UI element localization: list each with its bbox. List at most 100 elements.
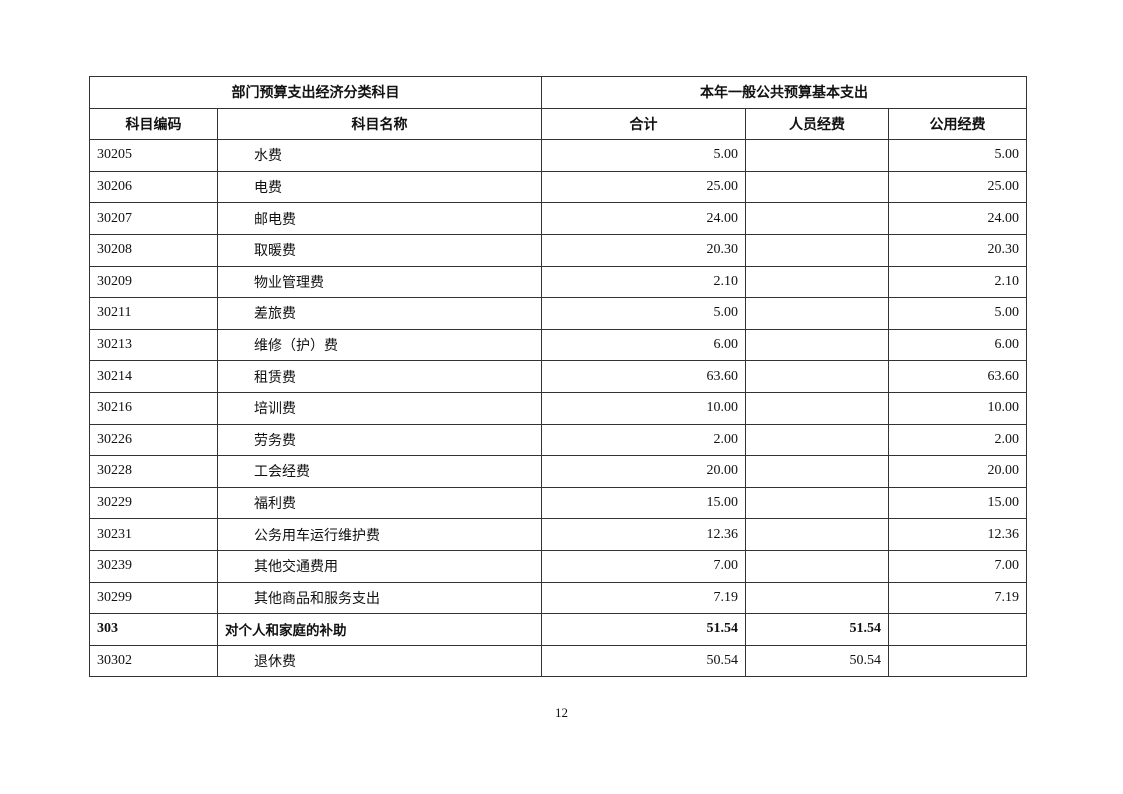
header-name: 科目名称 (217, 107, 542, 141)
header-personnel: 人员经费 (745, 107, 889, 141)
header-column-row: 科目编码 科目名称 合计 人员经费 公用经费 (89, 107, 1027, 141)
table-body: 30205 水费 5.00 5.00 30206 电费 25.00 25.00 30207 邮电费… (89, 139, 1027, 678)
cell-personnel (745, 423, 889, 457)
header-code: 科目编码 (89, 107, 218, 141)
cell-personnel (745, 360, 889, 393)
cell-name: 水费 (217, 139, 542, 172)
cell-code: 30299 (89, 581, 218, 615)
cell-total: 2.00 (541, 423, 746, 457)
cell-total: 50.54 (541, 644, 746, 678)
cell-public: 24.00 (888, 202, 1027, 235)
header-economic-category: 部门预算支出经济分类科目 (89, 76, 542, 109)
cell-public: 5.00 (888, 139, 1027, 172)
cell-public: 7.00 (888, 549, 1027, 583)
cell-total: 20.30 (541, 233, 746, 267)
cell-public (888, 644, 1027, 678)
cell-code: 30205 (89, 139, 218, 172)
cell-public: 7.19 (888, 581, 1027, 615)
cell-total: 7.00 (541, 549, 746, 583)
cell-personnel (745, 265, 889, 299)
cell-name: 退休费 (217, 644, 542, 678)
cell-total: 5.00 (541, 297, 746, 330)
cell-total: 24.00 (541, 202, 746, 235)
cell-code: 30206 (89, 170, 218, 204)
cell-personnel (745, 455, 889, 488)
header-public: 公用经费 (888, 107, 1027, 141)
cell-personnel (745, 518, 889, 551)
cell-personnel (745, 486, 889, 520)
cell-name: 其他交通费用 (217, 549, 542, 583)
cell-total: 7.19 (541, 581, 746, 615)
cell-code: 30211 (89, 297, 218, 330)
table-row: 30211 差旅费 5.00 5.00 (89, 297, 1027, 330)
cell-total: 25.00 (541, 170, 746, 204)
header-basic-expenditure: 本年一般公共预算基本支出 (541, 76, 1027, 109)
cell-public: 25.00 (888, 170, 1027, 204)
cell-code: 30229 (89, 486, 218, 520)
cell-code: 30302 (89, 644, 218, 678)
cell-name: 物业管理费 (217, 265, 542, 299)
cell-total: 12.36 (541, 518, 746, 551)
cell-personnel (745, 139, 889, 172)
page-number: 12 (555, 705, 568, 720)
cell-total: 2.10 (541, 265, 746, 299)
header-group-row: 部门预算支出经济分类科目 本年一般公共预算基本支出 (89, 76, 1027, 109)
cell-public: 2.00 (888, 423, 1027, 457)
table-row: 30209 物业管理费 2.10 2.10 (89, 265, 1027, 299)
cell-total: 51.54 (541, 613, 746, 646)
cell-name: 电费 (217, 170, 542, 204)
cell-public: 63.60 (888, 360, 1027, 393)
cell-code: 30214 (89, 360, 218, 393)
cell-public: 20.00 (888, 455, 1027, 488)
table-row: 30299 其他商品和服务支出 7.19 7.19 (89, 581, 1027, 615)
cell-total: 5.00 (541, 139, 746, 172)
table-row: 303 对个人和家庭的补助 51.54 51.54 (89, 613, 1027, 646)
cell-public: 12.36 (888, 518, 1027, 551)
cell-code: 30239 (89, 549, 218, 583)
cell-code: 30209 (89, 265, 218, 299)
table-row: 30213 维修（护）费 6.00 6.00 (89, 328, 1027, 362)
cell-code: 30231 (89, 518, 218, 551)
cell-total: 15.00 (541, 486, 746, 520)
cell-personnel (745, 549, 889, 583)
cell-name: 公务用车运行维护费 (217, 518, 542, 551)
table-row: 30208 取暖费 20.30 20.30 (89, 233, 1027, 267)
cell-code: 303 (89, 613, 218, 646)
cell-public (888, 613, 1027, 646)
cell-personnel (745, 391, 889, 425)
cell-name: 工会经费 (217, 455, 542, 488)
cell-public: 5.00 (888, 297, 1027, 330)
cell-name: 福利费 (217, 486, 542, 520)
cell-public: 10.00 (888, 391, 1027, 425)
table-row: 30226 劳务费 2.00 2.00 (89, 423, 1027, 457)
cell-name: 对个人和家庭的补助 (217, 613, 542, 646)
table-row: 30205 水费 5.00 5.00 (89, 139, 1027, 172)
cell-code: 30213 (89, 328, 218, 362)
cell-personnel (745, 581, 889, 615)
cell-name: 培训费 (217, 391, 542, 425)
table-row: 30206 电费 25.00 25.00 (89, 170, 1027, 204)
cell-name: 邮电费 (217, 202, 542, 235)
cell-personnel: 51.54 (745, 613, 889, 646)
cell-total: 63.60 (541, 360, 746, 393)
table-row: 30207 邮电费 24.00 24.00 (89, 202, 1027, 235)
cell-public: 6.00 (888, 328, 1027, 362)
cell-personnel: 50.54 (745, 644, 889, 678)
cell-name: 维修（护）费 (217, 328, 542, 362)
table-row: 30214 租赁费 63.60 63.60 (89, 360, 1027, 393)
cell-code: 30208 (89, 233, 218, 267)
cell-code: 30207 (89, 202, 218, 235)
cell-total: 10.00 (541, 391, 746, 425)
cell-personnel (745, 233, 889, 267)
cell-public: 2.10 (888, 265, 1027, 299)
budget-expenditure-table: 部门预算支出经济分类科目 本年一般公共预算基本支出 科目编码 科目名称 合计 人… (89, 76, 1027, 678)
cell-personnel (745, 328, 889, 362)
cell-code: 30226 (89, 423, 218, 457)
table-row: 30302 退休费 50.54 50.54 (89, 644, 1027, 678)
cell-name: 差旅费 (217, 297, 542, 330)
cell-name: 取暖费 (217, 233, 542, 267)
table-row: 30229 福利费 15.00 15.00 (89, 486, 1027, 520)
table-row: 30239 其他交通费用 7.00 7.00 (89, 549, 1027, 583)
cell-name: 租赁费 (217, 360, 542, 393)
cell-code: 30228 (89, 455, 218, 488)
